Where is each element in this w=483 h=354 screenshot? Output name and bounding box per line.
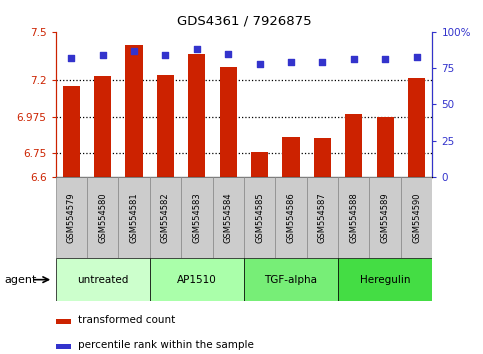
Text: GSM554587: GSM554587	[318, 192, 327, 243]
Bar	[345, 114, 362, 177]
Text: GSM554585: GSM554585	[255, 192, 264, 243]
Bar	[213, 177, 244, 258]
Bar	[118, 177, 150, 258]
Point	[193, 46, 201, 52]
Bar	[220, 67, 237, 177]
Point	[161, 52, 170, 58]
Text: percentile rank within the sample: percentile rank within the sample	[78, 340, 254, 350]
Point	[68, 55, 75, 61]
Text: GSM554584: GSM554584	[224, 192, 233, 243]
Bar	[188, 55, 205, 177]
Bar	[150, 258, 244, 301]
Text: GSM554588: GSM554588	[349, 192, 358, 243]
Text: Heregulin: Heregulin	[360, 275, 411, 285]
Bar	[63, 86, 80, 177]
Text: GSM554581: GSM554581	[129, 192, 139, 243]
Bar	[338, 177, 369, 258]
Text: AP1510: AP1510	[177, 275, 217, 285]
Bar	[377, 116, 394, 177]
Bar	[150, 177, 181, 258]
Bar	[338, 258, 432, 301]
Bar	[369, 177, 401, 258]
Bar	[181, 177, 213, 258]
Point	[319, 59, 327, 65]
Bar	[87, 177, 118, 258]
Bar	[408, 78, 425, 177]
Text: transformed count: transformed count	[78, 315, 175, 325]
Bar	[157, 75, 174, 177]
Text: agent: agent	[5, 275, 37, 285]
Point	[130, 48, 138, 53]
Text: GSM554580: GSM554580	[98, 192, 107, 243]
Text: TGF-alpha: TGF-alpha	[265, 275, 317, 285]
Bar	[283, 137, 299, 177]
Bar	[307, 177, 338, 258]
Point	[412, 54, 420, 59]
Text: GSM554579: GSM554579	[67, 192, 76, 243]
Point	[99, 52, 107, 58]
Point	[287, 59, 295, 65]
Bar	[56, 258, 150, 301]
Text: GSM554582: GSM554582	[161, 192, 170, 243]
Bar	[56, 319, 71, 324]
Text: GSM554586: GSM554586	[286, 192, 296, 243]
Bar	[251, 152, 268, 177]
Text: GSM554590: GSM554590	[412, 193, 421, 243]
Bar	[314, 138, 331, 177]
Bar	[56, 344, 71, 349]
Point	[350, 57, 357, 62]
Bar	[94, 76, 111, 177]
Bar	[244, 258, 338, 301]
Bar	[275, 177, 307, 258]
Text: untreated: untreated	[77, 275, 128, 285]
Point	[256, 61, 264, 67]
Point	[382, 57, 389, 62]
Text: GDS4361 / 7926875: GDS4361 / 7926875	[177, 14, 311, 27]
Bar	[126, 45, 142, 177]
Bar	[244, 177, 275, 258]
Bar	[56, 177, 87, 258]
Text: GSM554583: GSM554583	[192, 192, 201, 243]
Point	[224, 51, 232, 57]
Bar	[401, 177, 432, 258]
Text: GSM554589: GSM554589	[381, 192, 390, 243]
